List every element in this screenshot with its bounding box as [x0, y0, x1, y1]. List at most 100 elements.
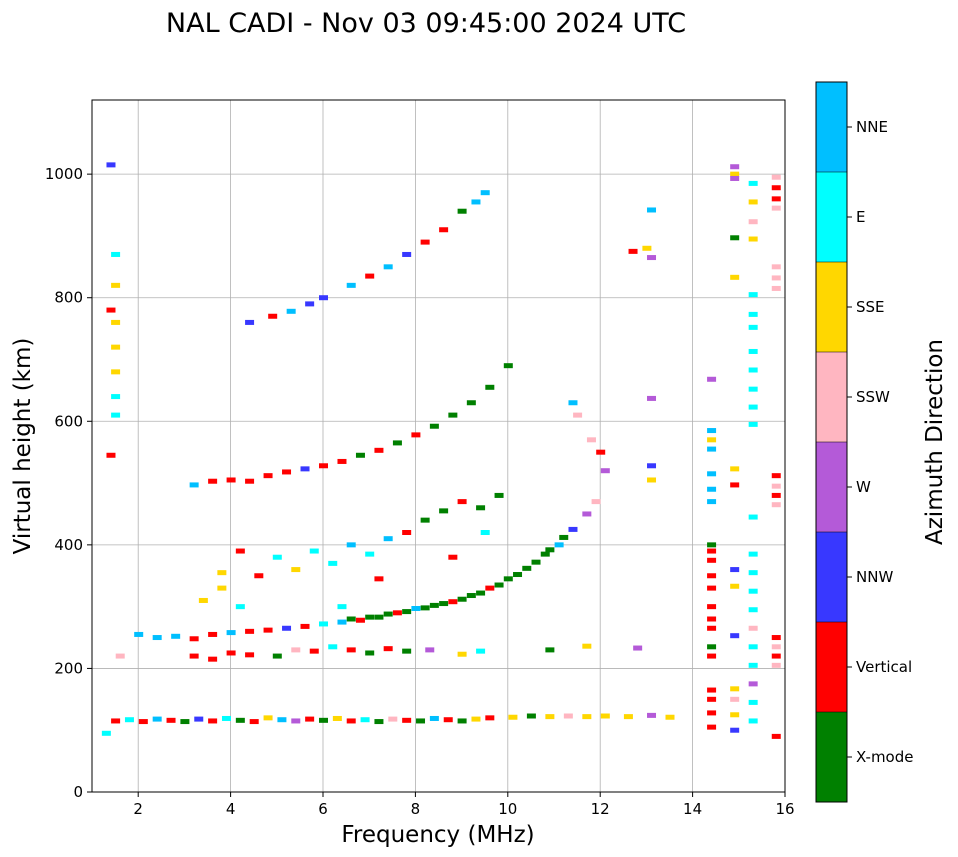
echo-point — [374, 719, 384, 725]
echo-point — [226, 650, 236, 656]
echo-point — [568, 526, 578, 532]
echo-point — [309, 648, 319, 654]
colorbar-tick-label: X-mode — [856, 748, 913, 766]
echo-point — [476, 648, 486, 654]
echo-point — [309, 548, 319, 554]
echo-point — [282, 625, 292, 631]
echo-point — [748, 662, 758, 668]
series-group — [134, 499, 601, 642]
echo-point — [707, 376, 717, 382]
colorbar-swatch-ssw — [816, 352, 847, 442]
echo-point — [559, 534, 569, 540]
echo-point — [586, 437, 596, 443]
echo-point — [319, 717, 328, 723]
echo-point — [596, 449, 606, 455]
echo-point — [106, 307, 116, 313]
colorbar-swatch-w — [816, 442, 847, 532]
y-tick-label: 800 — [54, 289, 83, 307]
echo-point — [416, 718, 426, 724]
echo-point — [582, 714, 592, 720]
echo-point — [707, 437, 717, 443]
echo-point — [476, 505, 486, 511]
echo-point — [383, 611, 393, 617]
echo-point — [730, 274, 740, 280]
echo-point — [208, 478, 218, 484]
echo-point — [748, 348, 758, 354]
echo-point — [328, 560, 338, 566]
echo-point — [748, 421, 758, 427]
echo-point — [383, 264, 393, 270]
echo-point — [374, 447, 384, 453]
echo-point — [332, 715, 342, 721]
echo-point — [365, 614, 375, 620]
echo-point — [346, 718, 356, 724]
echo-point — [707, 542, 717, 548]
echo-point — [152, 716, 162, 722]
echo-point — [392, 610, 402, 616]
echo-point — [208, 631, 218, 637]
echo-point — [208, 656, 218, 662]
echo-point — [305, 716, 315, 722]
echo-point — [503, 576, 513, 582]
x-tick-label: 8 — [411, 800, 421, 818]
echo-point — [707, 724, 717, 730]
echo-point — [531, 559, 541, 565]
echo-point — [707, 616, 717, 622]
plot-frame — [91, 99, 786, 793]
echo-point — [402, 251, 412, 257]
colorbar-tick-label: E — [856, 208, 865, 226]
series-group — [189, 363, 513, 488]
echo-point — [508, 714, 518, 720]
echo-point — [337, 619, 347, 625]
echo-point — [457, 596, 467, 602]
x-tick-label: 4 — [226, 800, 236, 818]
echo-point — [365, 551, 375, 557]
echo-point — [591, 499, 601, 505]
echo-point — [707, 625, 717, 631]
echo-point — [485, 585, 495, 591]
echo-point — [554, 542, 564, 548]
echo-point — [647, 477, 657, 483]
y-axis-ticks: 0 200 400 600 800 1000 — [45, 165, 92, 801]
echo-point — [346, 647, 356, 653]
echo-point — [305, 301, 315, 307]
echo-point — [235, 717, 245, 723]
series-group — [346, 534, 569, 622]
echo-point — [707, 486, 717, 492]
echo-point — [328, 644, 338, 650]
echo-point — [198, 597, 208, 603]
colorbar-tick-label: NNE — [856, 118, 888, 136]
echo-point — [152, 635, 162, 641]
echo-point — [582, 643, 592, 649]
x-tick-label: 14 — [683, 800, 702, 818]
echo-point — [420, 517, 430, 523]
echo-point — [138, 719, 148, 725]
echo-point — [748, 514, 758, 520]
echo-point — [217, 570, 227, 576]
echo-point — [337, 604, 347, 610]
echo-point — [365, 650, 375, 656]
echo-point — [457, 499, 467, 505]
echo-point — [748, 219, 758, 225]
echo-point — [346, 282, 356, 288]
echo-point — [748, 644, 758, 650]
echo-point — [748, 311, 758, 317]
echo-point — [392, 440, 402, 446]
echo-point — [111, 369, 121, 375]
echo-point — [707, 499, 717, 505]
colorbar-swatch-nnw — [816, 532, 847, 622]
echo-point — [115, 653, 125, 659]
echo-point — [355, 617, 365, 623]
echo-point — [263, 473, 273, 479]
echo-point — [439, 227, 449, 233]
echo-point — [513, 572, 523, 578]
colorbar: X-mode Vertical NNW W SSW SSE E NNE — [815, 81, 913, 803]
chart-title: NAL CADI - Nov 03 09:45:00 2024 UTC — [166, 8, 686, 39]
echo-point — [730, 235, 740, 241]
echo-point — [365, 273, 375, 279]
colorbar-swatch-x-mode — [816, 712, 847, 802]
echo-point — [545, 647, 555, 653]
echo-point — [748, 718, 758, 724]
echo-point — [171, 633, 181, 639]
echo-point — [245, 478, 255, 484]
